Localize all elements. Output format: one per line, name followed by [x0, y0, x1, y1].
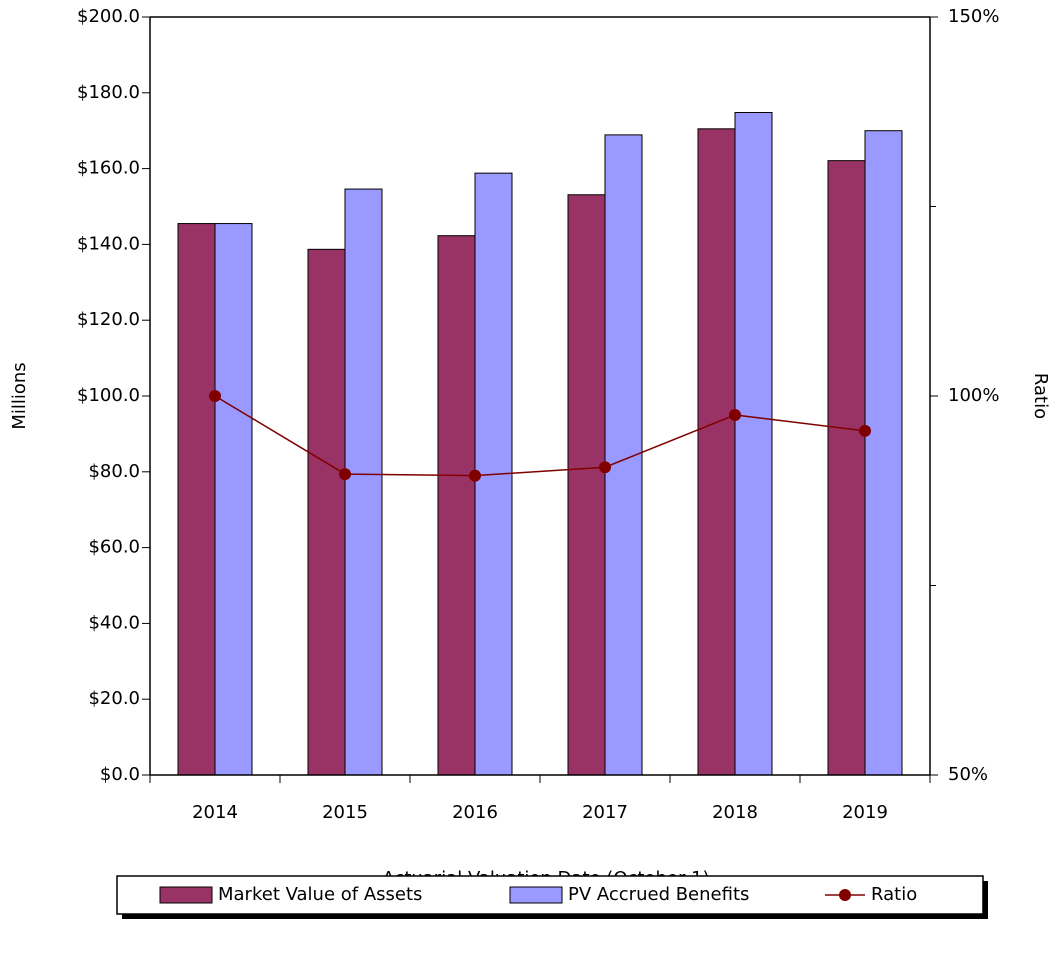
- bar: [734, 112, 773, 776]
- y-tick-label: $80.0: [88, 461, 140, 482]
- legend-marker: [839, 889, 851, 901]
- x-tick-label: 2016: [452, 802, 498, 823]
- ratio-point: [469, 469, 481, 482]
- x-tick-label: 2014: [192, 802, 238, 823]
- y-tick-label: $200.0: [77, 6, 140, 27]
- y-tick-label: $100.0: [77, 385, 140, 406]
- bar: [697, 128, 736, 776]
- y-tick-label: $160.0: [77, 158, 140, 179]
- ratio-point: [729, 408, 741, 421]
- y-tick-label: $0.0: [100, 764, 140, 785]
- ratio-point: [599, 461, 611, 474]
- bar: [214, 223, 253, 776]
- legend-label: Ratio: [871, 884, 917, 905]
- ratio-point: [209, 390, 221, 402]
- ratio-point: [859, 424, 871, 437]
- y2-tick-label: 100%: [948, 385, 999, 406]
- bar: [307, 248, 346, 776]
- y-tick-label: $20.0: [88, 688, 140, 709]
- y2-axis-label: Ratio: [1030, 373, 1051, 419]
- legend-swatch: [159, 886, 213, 904]
- x-tick-label: 2019: [842, 802, 888, 823]
- bar: [567, 194, 606, 776]
- legend-label: Market Value of Assets: [218, 884, 422, 905]
- y-axis-label: Millions: [9, 362, 30, 429]
- y-tick-label: $140.0: [77, 233, 140, 254]
- bar: [437, 235, 476, 776]
- x-tick-label: 2015: [322, 802, 368, 823]
- y-tick-label: $120.0: [77, 309, 140, 330]
- bar: [344, 188, 383, 776]
- legend-label: PV Accrued Benefits: [568, 884, 749, 905]
- bar: [177, 223, 216, 776]
- bar: [864, 130, 903, 776]
- y-tick-label: $40.0: [88, 612, 140, 633]
- y2-tick-label: 150%: [948, 6, 999, 27]
- ratio-point: [339, 468, 351, 481]
- x-tick-label: 2018: [712, 802, 758, 823]
- legend-swatch: [509, 886, 563, 904]
- x-tick-label: 2017: [582, 802, 628, 823]
- bar: [827, 160, 866, 776]
- y2-tick-label: 50%: [948, 764, 988, 785]
- y-tick-label: $180.0: [77, 82, 140, 103]
- ratio-line: [214, 395, 866, 477]
- y-tick-label: $60.0: [88, 537, 140, 558]
